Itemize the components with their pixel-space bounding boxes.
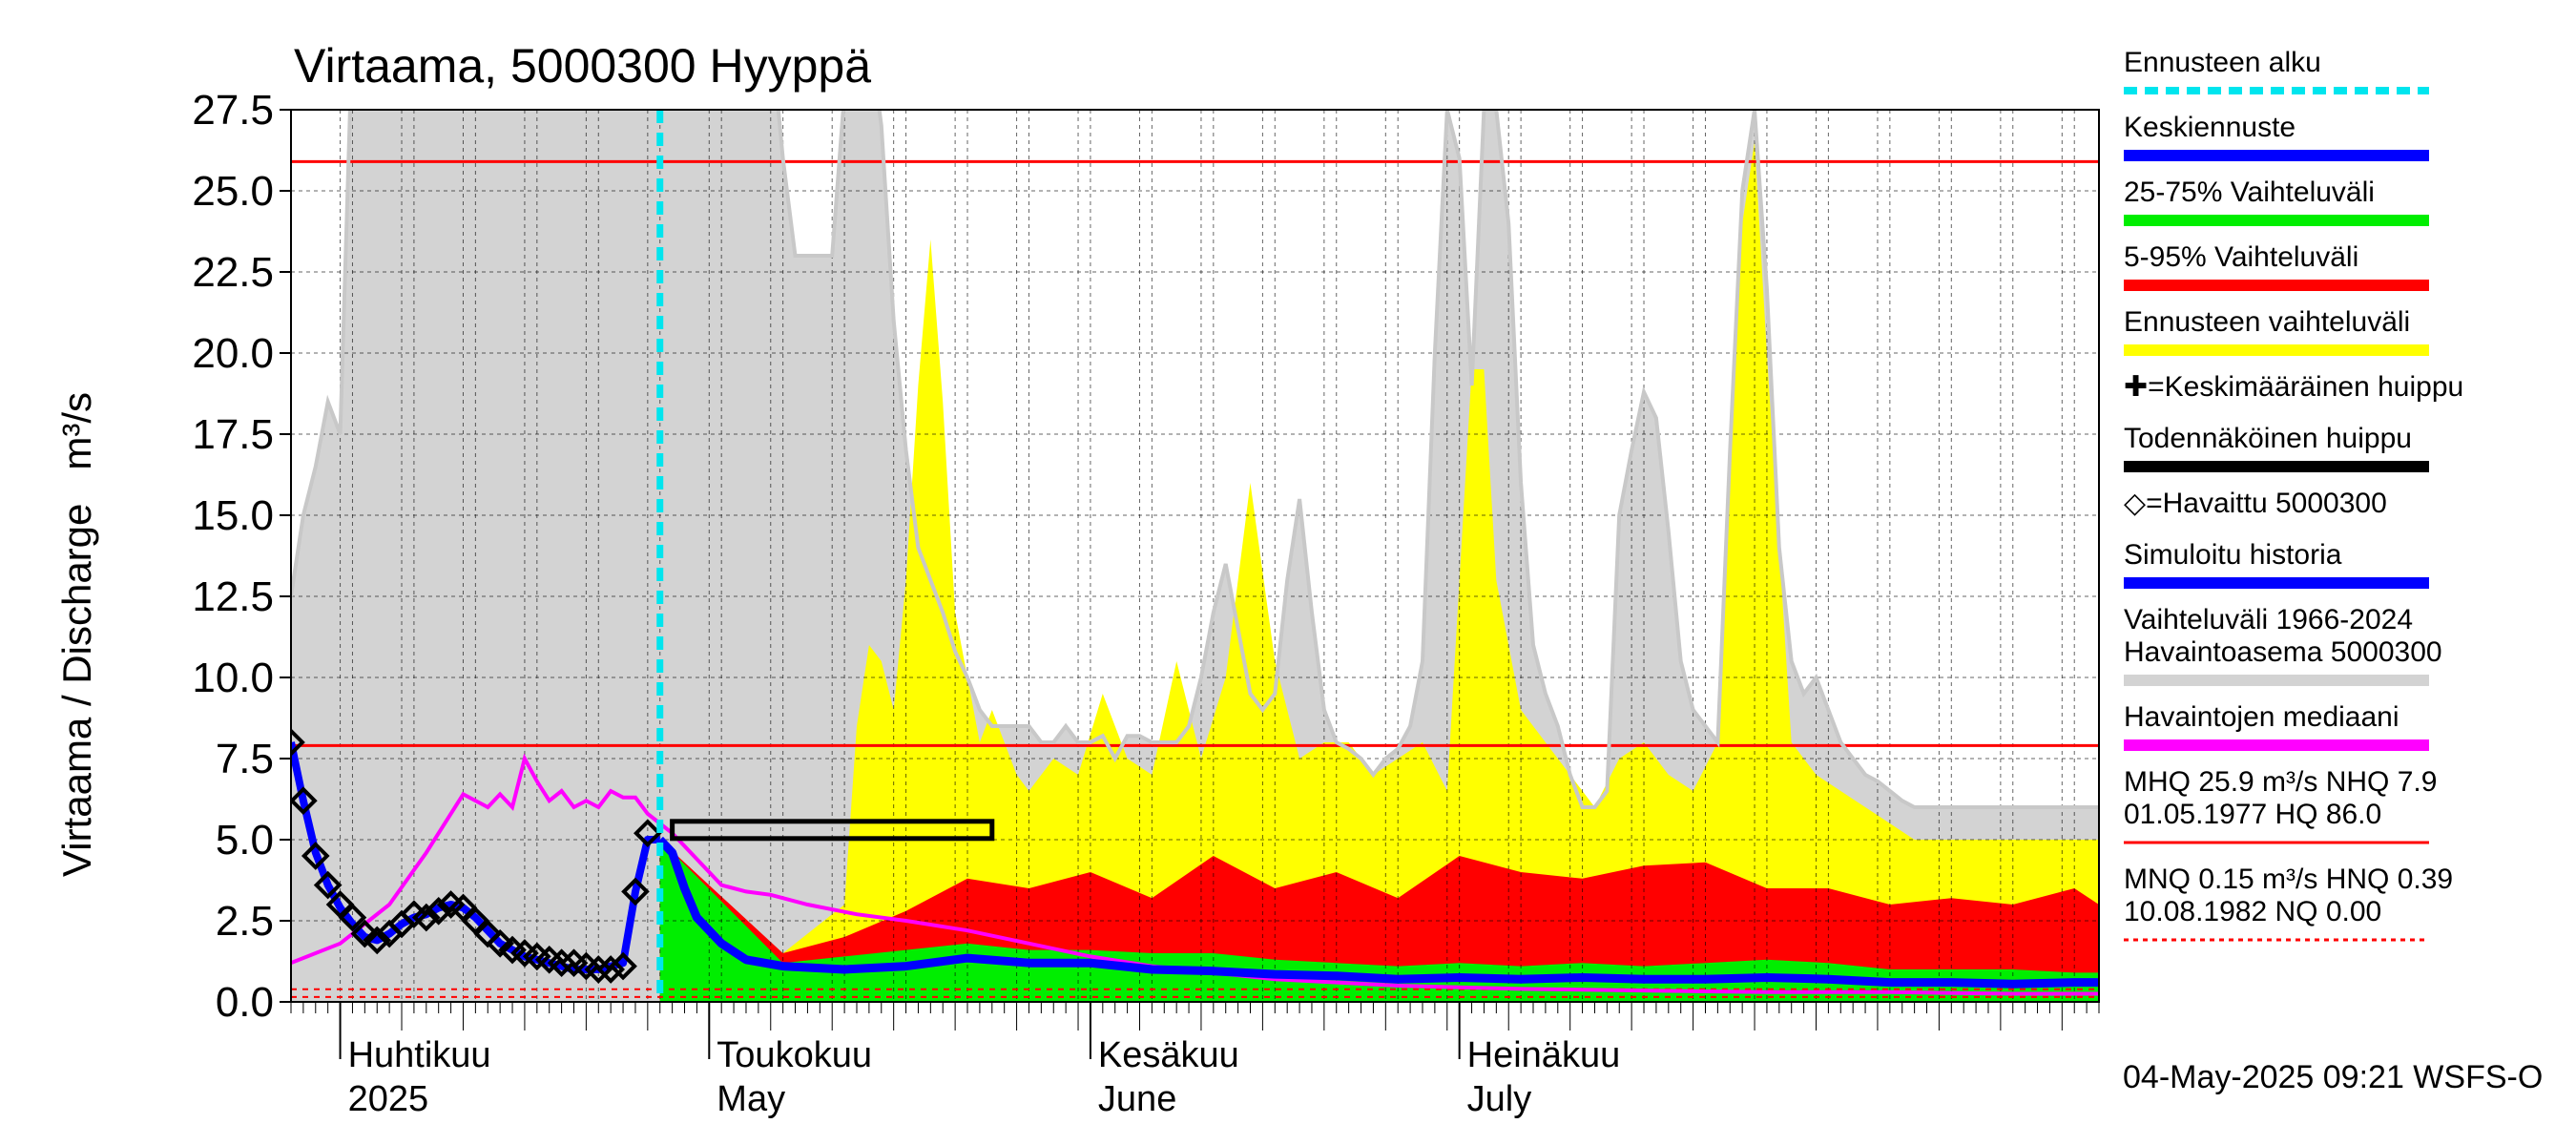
legend-label: Vaihteluväli 1966-2024 xyxy=(2124,604,2413,635)
observed-point xyxy=(313,870,343,900)
x-month-label: Kesäkuu xyxy=(1098,1035,1239,1075)
legend-item: Simuloitu historia xyxy=(2124,539,2429,589)
legend-label: Ennusteen alku xyxy=(2124,47,2321,78)
line-layer xyxy=(291,110,2099,1002)
legend-label: 25-75% Vaihteluväli xyxy=(2124,177,2375,208)
legend-item: Todennäköinen huippu xyxy=(2124,423,2429,472)
observed-point xyxy=(621,877,650,906)
x-month-label-en: June xyxy=(1098,1079,1176,1119)
legend-label: 5-95% Vaihteluväli xyxy=(2124,241,2358,273)
legend-label: Havaintoasema 5000300 xyxy=(2124,636,2442,668)
x-month-label-en: July xyxy=(1467,1079,1532,1119)
legend-label: Keskiennuste xyxy=(2124,112,2296,143)
y-tick-label: 2.5 xyxy=(216,898,274,945)
observed-point xyxy=(291,728,305,757)
x-month-label-en: May xyxy=(717,1079,785,1119)
observed-point xyxy=(584,955,613,984)
observed-point xyxy=(609,951,637,981)
y-axis-label: Virtaama / Discharge m³/s xyxy=(54,392,99,877)
grid-layer xyxy=(290,109,2099,1003)
y-tick-label: 0.0 xyxy=(216,979,274,1026)
y-tick-label: 10.0 xyxy=(192,655,274,701)
observed-point xyxy=(363,926,392,955)
legend-item: Ennusteen alku xyxy=(2124,47,2429,94)
chart-title: Virtaama, 5000300 Hyyppä xyxy=(294,39,871,93)
legend-label: ◇=Havaittu 5000300 xyxy=(2124,488,2387,519)
y-tick-label: 15.0 xyxy=(192,492,274,539)
y-tick-label: 12.5 xyxy=(192,573,274,620)
y-tick-label: 22.5 xyxy=(192,249,274,296)
observed-point xyxy=(350,919,380,948)
observed-point xyxy=(596,955,625,984)
x-month-label: Toukokuu xyxy=(717,1035,872,1075)
legend-label: Simuloitu historia xyxy=(2124,539,2342,571)
historic-range-outline xyxy=(291,110,2099,809)
probable-peak-bar xyxy=(670,819,995,842)
forecast-range-area xyxy=(659,142,2099,1002)
legend: Ennusteen alku Keskiennuste 25-75% Vaihtel… xyxy=(2124,47,2463,942)
y-tick-label: 7.5 xyxy=(216,736,274,782)
median-line xyxy=(291,753,2099,996)
legend-label: MHQ 25.9 m³/s NHQ 7.9 xyxy=(2124,766,2437,798)
observed-point xyxy=(301,842,330,870)
y-tick-label: 27.5 xyxy=(192,87,274,134)
legend-label: Todennäköinen huippu xyxy=(2124,423,2412,454)
legend-label: MNQ 0.15 m³/s HNQ 0.39 xyxy=(2124,864,2453,895)
y-tick-label: 17.5 xyxy=(192,411,274,458)
y-tick-label: 5.0 xyxy=(216,817,274,864)
observed-point xyxy=(547,948,576,978)
area-layer xyxy=(291,110,2099,1002)
mean-forecast-line xyxy=(656,836,2099,989)
legend-item: 25-75% Vaihteluväli xyxy=(2124,177,2429,226)
observed-point xyxy=(424,896,453,926)
x-month-label: Heinäkuu xyxy=(1467,1035,1621,1075)
legend-item: Havaintojen mediaani xyxy=(2124,701,2429,751)
legend-item: Ennusteen vaihteluväli xyxy=(2124,306,2429,356)
observed-point xyxy=(338,903,367,932)
legend-label: Havaintojen mediaani xyxy=(2124,701,2399,733)
legend-item: MHQ 25.9 m³/s NHQ 7.901.05.1977 HQ 86.0 xyxy=(2124,766,2437,844)
axes-layer: 0.0 2.5 5.0 7.5 10.0 12.5 15.0 17.5 20.0 22.5 25.0… xyxy=(192,87,2100,1119)
y-tick-label: 20.0 xyxy=(192,330,274,377)
legend-item: Vaihteluväli 1966-2024 Havaintoasema 500… xyxy=(2124,604,2442,686)
observed-point xyxy=(291,786,318,816)
footer-timestamp: 04-May-2025 09:21 WSFS-O xyxy=(2123,1059,2543,1095)
plot-frame xyxy=(290,109,2100,1003)
observed-point xyxy=(411,903,441,932)
legend-label: 01.05.1977 HQ 86.0 xyxy=(2124,799,2381,830)
legend-item: Keskiennuste xyxy=(2124,112,2429,161)
observed-point xyxy=(634,819,662,848)
x-month-label: Huhtikuu xyxy=(348,1035,491,1075)
observed-point xyxy=(486,928,514,958)
legend-item: 5-95% Vaihteluväli xyxy=(2124,241,2429,291)
legend-label: Ennusteen vaihteluväli xyxy=(2124,306,2410,338)
legend-item: ◇=Havaittu 5000300 xyxy=(2124,488,2387,519)
legend-label: 10.08.1982 NQ 0.00 xyxy=(2124,896,2381,927)
legend-item: ✚=Keskimääräinen huippu xyxy=(2124,371,2463,403)
x-month-label-en: 2025 xyxy=(348,1079,429,1119)
legend-label: ✚=Keskimääräinen huippu xyxy=(2124,371,2463,403)
y-tick-label: 25.0 xyxy=(192,168,274,215)
